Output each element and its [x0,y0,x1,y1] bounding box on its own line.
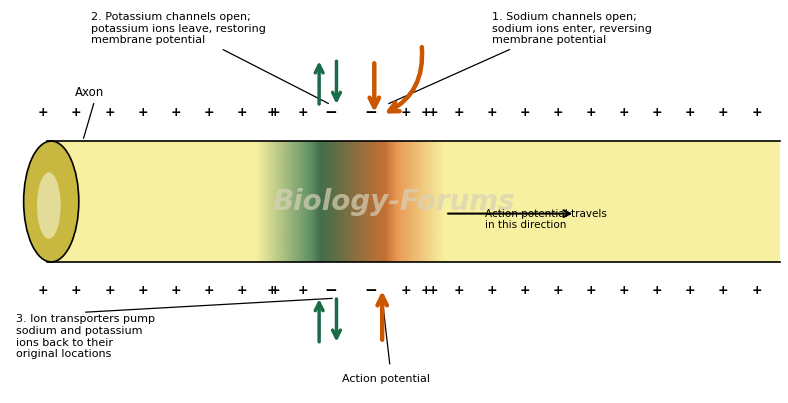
Text: 1. Sodium channels open;
sodium ions enter, reversing
membrane potential: 1. Sodium channels open; sodium ions ent… [492,12,652,45]
Text: +: + [400,284,411,297]
Text: −: − [325,283,337,298]
Text: +: + [685,106,696,119]
Text: +: + [203,106,214,119]
Text: −: − [364,105,377,120]
Text: +: + [519,106,530,119]
Text: −: − [325,105,337,120]
Ellipse shape [37,172,61,239]
Text: +: + [486,106,497,119]
Text: +: + [400,106,411,119]
Text: +: + [428,284,439,297]
Text: +: + [751,106,762,119]
Text: +: + [519,284,530,297]
Text: +: + [652,106,663,119]
Ellipse shape [24,141,79,262]
Text: +: + [486,284,497,297]
Text: +: + [619,284,630,297]
Text: +: + [137,284,148,297]
Text: +: + [619,106,630,119]
Text: +: + [428,106,439,119]
Text: +: + [104,284,115,297]
Text: +: + [71,284,82,297]
Text: +: + [685,284,696,297]
Text: 2. Potassium channels open;
potassium ions leave, restoring
membrane potential: 2. Potassium channels open; potassium io… [91,12,266,45]
Text: Biology-Forums: Biology-Forums [273,187,515,216]
Text: +: + [420,284,431,297]
Text: +: + [104,106,115,119]
Text: +: + [652,284,663,297]
Text: +: + [453,284,464,297]
Text: Axon: Axon [75,86,104,99]
Text: +: + [137,106,148,119]
Text: +: + [552,284,563,297]
Text: +: + [236,106,247,119]
Text: +: + [718,106,729,119]
Text: +: + [170,106,181,119]
Text: +: + [585,106,597,119]
Text: +: + [38,106,49,119]
Text: +: + [453,106,464,119]
Text: +: + [266,284,277,297]
Text: 3. Ion transporters pump
sodium and potassium
ions back to their
original locati: 3. Ion transporters pump sodium and pota… [16,314,154,359]
Text: +: + [266,106,277,119]
Text: +: + [552,106,563,119]
Bar [47,141,780,262]
Text: +: + [298,284,309,297]
Text: Action potential travels
in this direction: Action potential travels in this directi… [485,209,607,231]
Text: +: + [203,284,214,297]
Text: Action potential: Action potential [342,374,430,384]
Text: +: + [420,106,431,119]
Text: +: + [585,284,597,297]
Text: +: + [298,106,309,119]
Text: +: + [236,284,247,297]
Text: +: + [38,284,49,297]
Text: +: + [170,284,181,297]
Text: −: − [364,283,377,298]
Text: +: + [71,106,82,119]
Text: +: + [269,284,281,297]
Text: +: + [269,106,281,119]
Text: +: + [718,284,729,297]
Text: +: + [751,284,762,297]
